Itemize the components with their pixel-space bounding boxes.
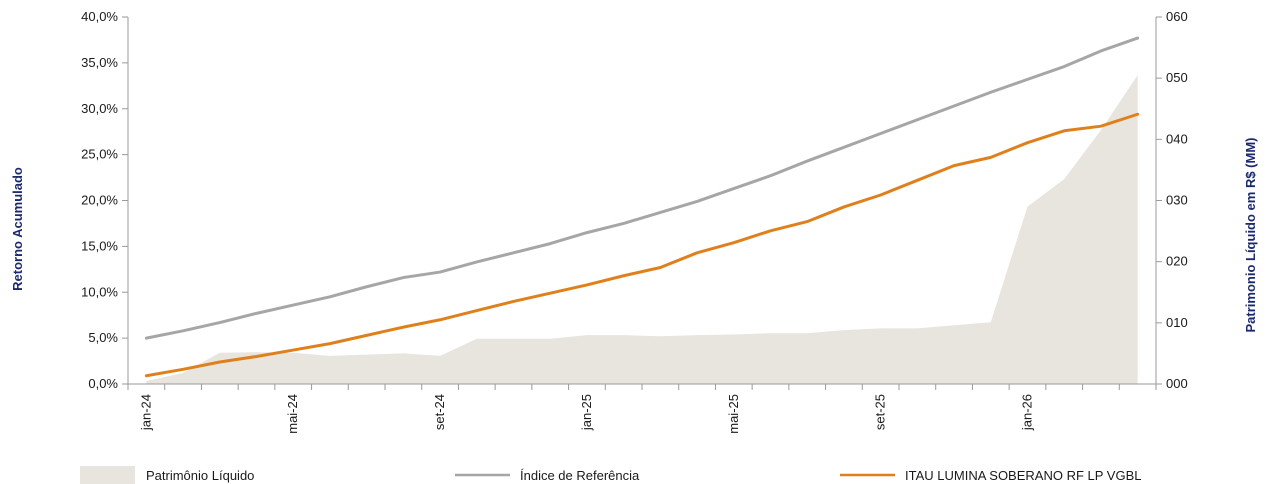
y-left-tick-label: 25,0% — [81, 147, 118, 162]
x-tick-label: jan-26 — [1020, 394, 1035, 431]
legend-swatch-area — [80, 466, 135, 484]
x-tick-label: set-25 — [873, 394, 888, 430]
x-tick-label: mai-25 — [726, 394, 741, 434]
axes-layer — [122, 16, 1162, 390]
lines-layer — [144, 36, 1140, 378]
legend-label-patrimonio: Patrimônio Líquido — [146, 468, 254, 483]
y-right-tick-label: 040 — [1166, 131, 1188, 146]
x-tick-label: jan-25 — [579, 394, 594, 431]
x-tick-label: jan-24 — [138, 394, 153, 431]
y-right-tick-label: 000 — [1166, 376, 1188, 391]
y-left-tick-label: 0,0% — [88, 376, 118, 391]
y-left-tick-label: 20,0% — [81, 193, 118, 208]
y-left-tick-label: 30,0% — [81, 101, 118, 116]
y-left-tick-label: 10,0% — [81, 284, 118, 299]
y-axis-right-title: Patrimonio Líquido em R$ (MM) — [1243, 138, 1258, 333]
y-right-tick-label: 050 — [1166, 70, 1188, 85]
y-right-tick-label: 020 — [1166, 254, 1188, 269]
x-tick-label: mai-24 — [285, 394, 300, 434]
ticks-layer: 0,0% 5,0% 10,0% 15,0% 20,0% 25,0% 30,0% 35,0% 40… — [81, 9, 1188, 434]
y-left-tick-label: 40,0% — [81, 9, 118, 24]
area-series-patrimonio — [146, 75, 1138, 384]
y-right-tick-label: 010 — [1166, 315, 1188, 330]
x-tick-label: set-24 — [432, 394, 447, 430]
y-right-tick-label: 060 — [1166, 9, 1188, 24]
y-axis-left-title: Retorno Acumulado — [10, 167, 25, 291]
legend-label-itau: ITAU LUMINA SOBERANO RF LP VGBL — [905, 468, 1141, 483]
legend: Patrimônio Líquido Índice de Referência … — [80, 466, 1141, 484]
area-layer — [146, 75, 1138, 384]
y-left-tick-label: 35,0% — [81, 55, 118, 70]
y-right-tick-label: 030 — [1166, 193, 1188, 208]
line-series-itau — [144, 112, 1140, 378]
legend-label-indice: Índice de Referência — [520, 468, 640, 483]
y-left-tick-label: 15,0% — [81, 238, 118, 253]
line-series-indice — [144, 36, 1140, 340]
y-left-tick-label: 5,0% — [88, 330, 118, 345]
